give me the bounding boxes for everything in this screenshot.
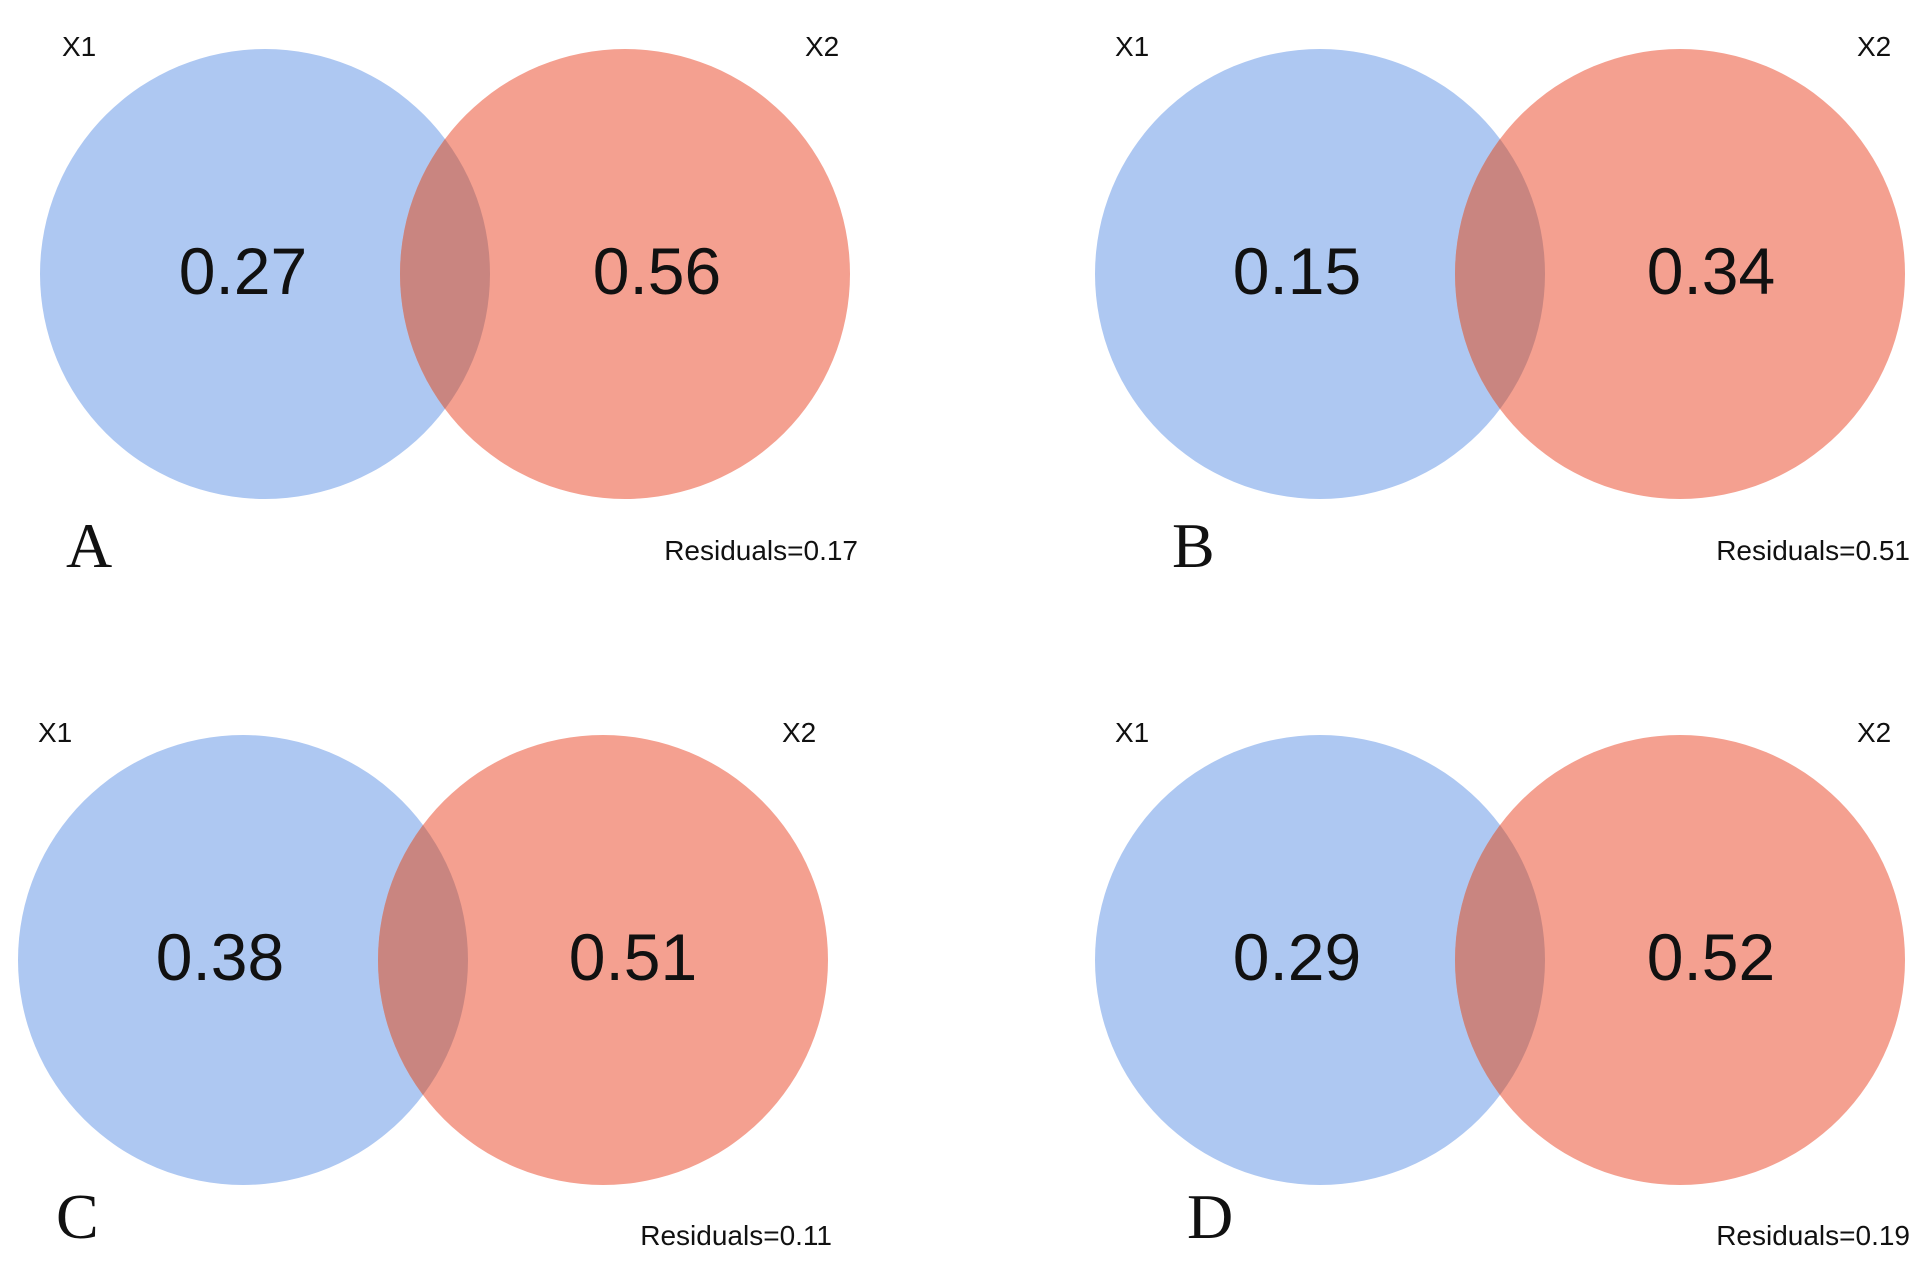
- residuals-label: Residuals=0.17: [664, 535, 858, 566]
- value-x2-only: 0.56: [593, 234, 721, 308]
- panel-letter: C: [56, 1181, 99, 1252]
- circle-x2: [400, 49, 850, 499]
- set-label-x2: X2: [1857, 31, 1891, 62]
- circle-x2: [378, 735, 828, 1185]
- set-label-x2: X2: [1857, 717, 1891, 748]
- circle-x1: [40, 49, 490, 499]
- panel-a: X1 X2 0.27 0.56 A Residuals=0.17: [40, 31, 858, 581]
- set-label-x2: X2: [782, 717, 816, 748]
- circle-x1: [18, 735, 468, 1185]
- circle-x1: [1095, 735, 1545, 1185]
- value-x2-only: 0.52: [1647, 920, 1775, 994]
- panel-b: X1 X2 0.15 0.34 B Residuals=0.51: [1095, 31, 1910, 581]
- panel-d: X1 X2 0.29 0.52 D Residuals=0.19: [1095, 717, 1910, 1252]
- residuals-label: Residuals=0.19: [1716, 1220, 1910, 1251]
- value-x2-only: 0.34: [1647, 234, 1775, 308]
- set-label-x1: X1: [62, 31, 96, 62]
- value-x1-only: 0.15: [1233, 234, 1361, 308]
- panel-letter: D: [1187, 1181, 1233, 1252]
- set-label-x1: X1: [1115, 717, 1149, 748]
- set-label-x1: X1: [1115, 31, 1149, 62]
- panel-c: X1 X2 0.38 0.51 C Residuals=0.11: [18, 717, 832, 1252]
- panel-letter: A: [66, 510, 112, 581]
- residuals-label: Residuals=0.51: [1716, 535, 1910, 566]
- circle-x2: [1455, 49, 1905, 499]
- circle-x1: [1095, 49, 1545, 499]
- set-label-x1: X1: [38, 717, 72, 748]
- panel-letter: B: [1172, 510, 1215, 581]
- circle-x2: [1455, 735, 1905, 1185]
- value-x2-only: 0.51: [569, 920, 697, 994]
- value-x1-only: 0.38: [156, 920, 284, 994]
- set-label-x2: X2: [805, 31, 839, 62]
- residuals-label: Residuals=0.11: [640, 1220, 832, 1251]
- value-x1-only: 0.29: [1233, 920, 1361, 994]
- value-x1-only: 0.27: [179, 234, 307, 308]
